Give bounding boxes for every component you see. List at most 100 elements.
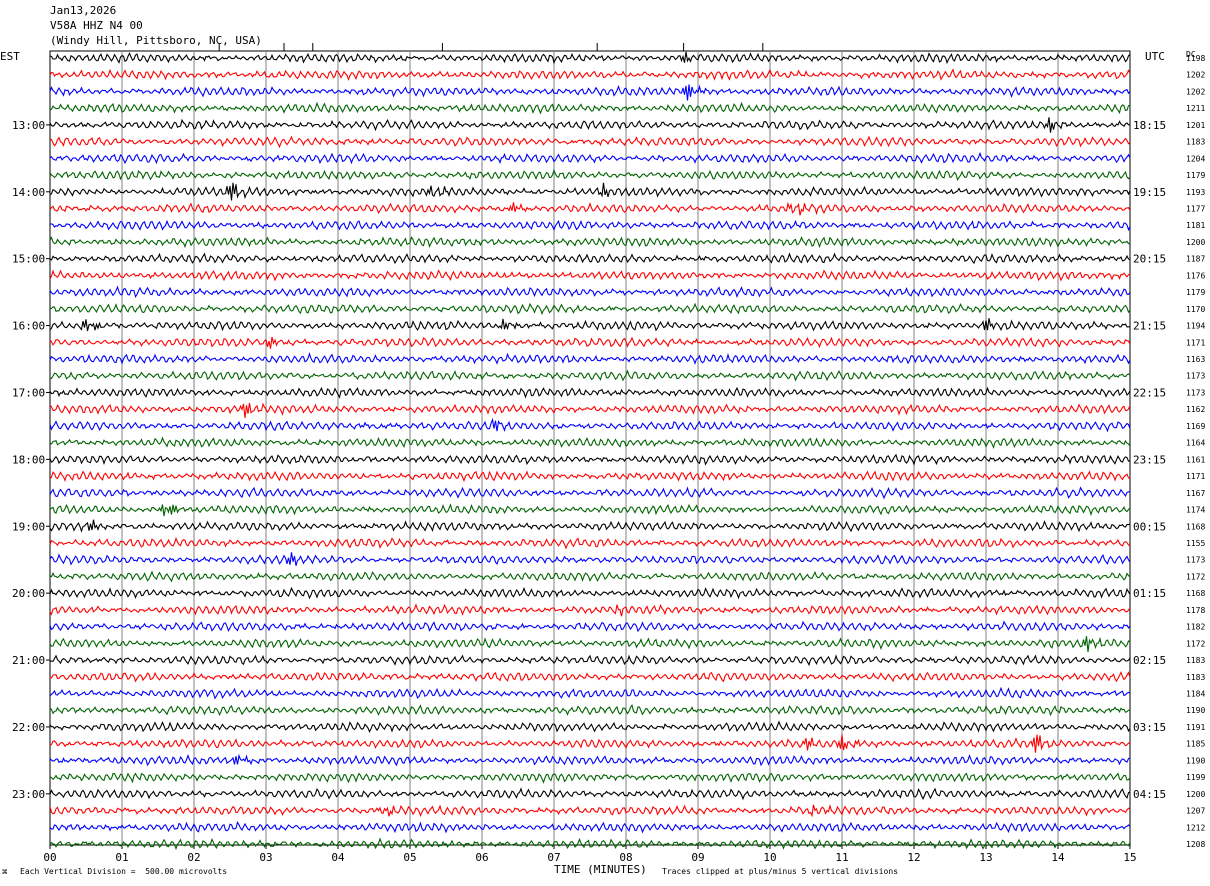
seismic-trace-row-20 — [49, 386, 1131, 399]
dc-offset-label: 1170 — [1186, 305, 1205, 314]
dc-offset-label: 1173 — [1186, 388, 1205, 397]
dc-offset-label: 1207 — [1186, 807, 1205, 816]
dc-offset-label: 1198 — [1186, 54, 1205, 63]
dc-offset-label: 1163 — [1186, 355, 1205, 364]
dc-offset-label: 1169 — [1186, 422, 1205, 431]
dc-offset-label: 1168 — [1186, 522, 1205, 531]
dc-offset-label: 1212 — [1186, 823, 1205, 832]
seismic-trace-row-22 — [49, 417, 1131, 433]
seismic-trace-row-1 — [49, 68, 1131, 81]
right-hour-label: 19:15 — [1133, 186, 1166, 199]
left-hour-label: 21:00 — [12, 654, 45, 667]
right-hour-label: 22:15 — [1133, 386, 1166, 399]
date-label: Jan13,2026 — [50, 4, 117, 17]
dc-offset-label: 1162 — [1186, 405, 1205, 414]
x-tick-label: 03 — [259, 851, 272, 864]
seismic-trace-row-14 — [49, 285, 1131, 299]
left-hour-label: 19:00 — [12, 520, 45, 533]
seismic-trace-row-33 — [49, 603, 1131, 617]
seismic-trace-row-25 — [49, 470, 1131, 483]
seismic-trace-row-45 — [49, 804, 1131, 818]
dc-offset-label: 1204 — [1186, 154, 1205, 163]
dc-offset-label: 1172 — [1186, 572, 1205, 581]
dc-offset-label: 1193 — [1186, 188, 1205, 197]
dc-offset-label: 1164 — [1186, 439, 1205, 448]
dc-offset-label: 1183 — [1186, 673, 1205, 682]
left-hour-label: 23:00 — [12, 788, 45, 801]
left-hour-label: 13:00 — [12, 119, 45, 132]
seismic-trace-row-18 — [49, 352, 1131, 365]
seismic-trace-row-36 — [49, 654, 1131, 667]
left-hour-label: 22:00 — [12, 721, 45, 734]
dc-offset-label: 1179 — [1186, 288, 1205, 297]
seismic-trace-row-0 — [49, 51, 1131, 65]
seismic-trace-row-47 — [49, 837, 1131, 851]
dc-offset-label: 1183 — [1186, 138, 1205, 147]
location-label: (Windy Hill, Pittsboro, NC, USA) — [50, 34, 262, 47]
right-hour-label: 18:15 — [1133, 119, 1166, 132]
seismic-trace-row-34 — [49, 620, 1131, 633]
seismic-trace-row-30 — [49, 552, 1131, 566]
dc-offset-label: 1202 — [1186, 71, 1205, 80]
dc-offset-label: 1182 — [1186, 623, 1205, 632]
left-hour-label: 20:00 — [12, 587, 45, 600]
left-hour-label: 18:00 — [12, 453, 45, 466]
dc-offset-label: 1173 — [1186, 556, 1205, 565]
seismic-trace-row-5 — [49, 135, 1131, 149]
right-hour-label: 04:15 — [1133, 788, 1166, 801]
x-tick-label: 05 — [403, 851, 416, 864]
seismic-trace-row-32 — [49, 586, 1131, 600]
dc-offset-label: 1177 — [1186, 205, 1205, 214]
seismic-trace-row-17 — [49, 336, 1131, 349]
x-tick-label: 07 — [547, 851, 560, 864]
seismic-trace-row-9 — [49, 201, 1131, 216]
seismic-trace-row-11 — [49, 236, 1131, 249]
right-hour-label: 01:15 — [1133, 587, 1166, 600]
dc-offset-label: 1171 — [1186, 472, 1205, 481]
seismic-trace-row-27 — [49, 503, 1131, 517]
dc-offset-label: 1199 — [1186, 773, 1205, 782]
seismic-trace-row-31 — [49, 570, 1131, 583]
x-tick-label: 08 — [619, 851, 632, 864]
seismic-trace-row-7 — [49, 168, 1131, 181]
left-hour-label: 17:00 — [12, 386, 45, 399]
seismic-trace-row-24 — [49, 453, 1130, 466]
x-tick-label: 04 — [331, 851, 345, 864]
dc-offset-label: 1187 — [1186, 255, 1205, 264]
x-tick-label: 09 — [691, 851, 704, 864]
dc-offset-label: 1185 — [1186, 740, 1205, 749]
left-hour-label: 15:00 — [12, 253, 45, 266]
seismic-trace-row-12 — [49, 252, 1131, 265]
seismic-trace-row-46 — [49, 820, 1131, 834]
left-hour-label: 14:00 — [12, 186, 45, 199]
seismic-trace-row-3 — [49, 101, 1131, 115]
seismic-trace-row-26 — [49, 486, 1131, 500]
seismic-trace-row-43 — [49, 772, 1131, 784]
right-hour-label: 03:15 — [1133, 721, 1166, 734]
seismic-trace-row-15 — [49, 302, 1131, 316]
seismic-trace-row-21 — [49, 402, 1131, 418]
seismic-trace-row-13 — [49, 269, 1131, 282]
seismic-trace-row-44 — [49, 787, 1131, 801]
seismic-trace-row-37 — [49, 670, 1131, 683]
corner-mark-icon: ⌘ — [2, 868, 8, 878]
clip-note: Traces clipped at plus/minus 5 vertical … — [662, 867, 899, 876]
x-tick-label: 00 — [43, 851, 56, 864]
station-label: V58A HHZ N4 00 — [50, 19, 143, 32]
right-hour-label: 21:15 — [1133, 320, 1166, 333]
x-tick-label: 06 — [475, 851, 488, 864]
dc-offset-label: 1191 — [1186, 723, 1205, 732]
dc-offset-label: 1172 — [1186, 639, 1205, 648]
dc-offset-label: 1194 — [1186, 322, 1205, 331]
dc-offset-label: 1190 — [1186, 706, 1205, 715]
dc-offset-label: 1190 — [1186, 756, 1205, 765]
seismic-trace-row-39 — [49, 704, 1131, 717]
seismic-trace-row-38 — [49, 686, 1131, 700]
right-hour-label: 02:15 — [1133, 654, 1166, 667]
dc-offset-label: 1201 — [1186, 121, 1205, 130]
x-tick-label: 02 — [187, 851, 200, 864]
right-hour-label: 20:15 — [1133, 253, 1166, 266]
seismic-trace-row-19 — [50, 369, 1131, 382]
x-tick-label: 01 — [115, 851, 128, 864]
dc-offset-label: 1179 — [1186, 171, 1205, 180]
